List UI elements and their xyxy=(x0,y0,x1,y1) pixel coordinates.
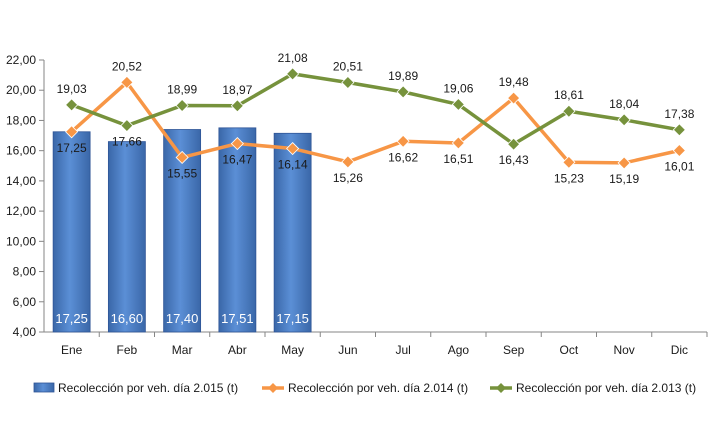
bar xyxy=(107,141,146,333)
x-tick-label: Nov xyxy=(613,343,634,357)
series-2013-point xyxy=(562,104,576,118)
series-2014-label: 17,25 xyxy=(57,141,87,155)
bar-value-label: 17,25 xyxy=(55,311,88,326)
data-labels: 17,25 16,60 17,40 17,51 17,15 17,25 19,03 20,52… xyxy=(55,51,694,326)
series-2014-point xyxy=(451,136,465,150)
series-2013-point xyxy=(175,98,189,113)
series-2013-label: 17,38 xyxy=(664,107,694,121)
bar-value-label: 16,60 xyxy=(111,311,144,326)
y-tick-label: 12,00 xyxy=(6,204,36,218)
series-2013-point xyxy=(451,97,465,111)
bar-value-label: 17,15 xyxy=(276,311,309,326)
x-tick-label: Jul xyxy=(395,343,410,357)
y-tick-label: 6,00 xyxy=(13,295,37,309)
series-2014-point xyxy=(672,143,686,158)
x-tick-label: Abr xyxy=(228,343,247,357)
series-2013-label: 18,61 xyxy=(554,88,584,102)
series-2014-point xyxy=(507,91,521,105)
series-2013-label: 18,99 xyxy=(167,82,197,96)
y-tick-label: 14,00 xyxy=(6,174,36,188)
x-tick-label: May xyxy=(281,343,304,357)
series-2014-label: 15,23 xyxy=(554,171,584,185)
x-tick-label: Feb xyxy=(117,343,138,357)
y-tick-label: 10,00 xyxy=(6,234,36,248)
axes: 4,00 6,00 8,00 10,00 12,00 14,00 16,00 18,00 20,… xyxy=(6,53,708,357)
bar xyxy=(273,132,312,333)
series-2014-label: 16,14 xyxy=(278,158,308,172)
series-2013-point xyxy=(341,75,355,90)
series-2013-point xyxy=(507,137,521,151)
x-tick-label: Jun xyxy=(338,343,357,357)
bar-value-label: 17,40 xyxy=(166,311,199,326)
series-2014-point xyxy=(617,156,631,170)
series-2014-point xyxy=(341,155,355,169)
series-2013-label: 18,97 xyxy=(222,83,252,97)
series-2014-point xyxy=(562,155,576,169)
y-tick-label: 16,00 xyxy=(6,144,36,158)
series-2013-point xyxy=(120,119,134,133)
series-2014-label: 16,51 xyxy=(443,152,473,166)
series-2014-label: 15,55 xyxy=(167,166,197,180)
x-tick-label: Dic xyxy=(671,343,688,357)
series-2013-point xyxy=(230,99,244,113)
bar xyxy=(52,131,91,333)
x-tick-label: Ene xyxy=(61,343,83,357)
series-2014-point xyxy=(230,136,244,151)
series-2014-label: 16,01 xyxy=(664,160,694,174)
series-2013-point xyxy=(617,113,631,127)
series-2014-label: 15,26 xyxy=(333,171,363,185)
bar-value-label: 17,51 xyxy=(221,311,254,326)
x-tick-label: Oct xyxy=(560,343,579,357)
legend-swatch-marker xyxy=(268,383,278,393)
legend-label: Recolección por veh. día 2.014 (t) xyxy=(288,381,468,395)
line-series xyxy=(65,67,686,170)
series-2014-point xyxy=(286,141,300,156)
series-2013-line xyxy=(71,72,680,146)
series-2013-label: 18,04 xyxy=(609,97,639,111)
series-2014-line xyxy=(70,80,680,165)
legend: Recolección por veh. día 2.015 (t) Recole… xyxy=(33,381,696,395)
y-tick-label: 18,00 xyxy=(6,113,36,127)
series-2014-label: 15,19 xyxy=(609,172,639,186)
series-2013-label: 17,66 xyxy=(112,135,142,149)
legend-swatch-marker xyxy=(496,383,506,393)
series-2014-label: 19,48 xyxy=(499,75,529,89)
legend-label: Recolección por veh. día 2.013 (t) xyxy=(516,381,696,395)
y-tick-label: 8,00 xyxy=(13,265,37,279)
legend-swatch-bar xyxy=(33,382,55,393)
series-2013-point xyxy=(672,123,686,137)
series-2014-point xyxy=(120,75,134,89)
series-2014-point xyxy=(65,125,79,139)
x-tick-label: Sep xyxy=(503,343,525,357)
bar-series xyxy=(52,127,312,333)
series-2013-point xyxy=(65,98,79,112)
legend-label: Recolección por veh. día 2.015 (t) xyxy=(58,381,238,395)
y-tick-label: 4,00 xyxy=(13,325,37,339)
series-2013-label: 21,08 xyxy=(278,51,308,65)
series-2013-label: 19,06 xyxy=(443,81,473,95)
series-2014-label: 20,52 xyxy=(112,59,142,73)
y-tick-label: 20,00 xyxy=(6,83,36,97)
bar xyxy=(163,129,202,333)
y-tick-label: 22,00 xyxy=(6,53,36,67)
x-tick-label: Mar xyxy=(172,343,193,357)
series-2014-point xyxy=(396,134,410,148)
bar xyxy=(218,127,257,333)
series-2013-label: 20,51 xyxy=(333,60,363,74)
series-2014-point xyxy=(175,150,189,165)
series-2013-point xyxy=(396,85,410,99)
x-tick-label: Ago xyxy=(448,343,470,357)
series-2013-point xyxy=(286,67,300,81)
series-2013-label: 19,89 xyxy=(388,69,418,83)
series-2013-label: 19,03 xyxy=(57,82,87,96)
series-2014-label: 16,62 xyxy=(388,150,418,164)
series-2013-label: 16,43 xyxy=(499,153,529,167)
series-2014-label: 16,47 xyxy=(222,153,252,167)
